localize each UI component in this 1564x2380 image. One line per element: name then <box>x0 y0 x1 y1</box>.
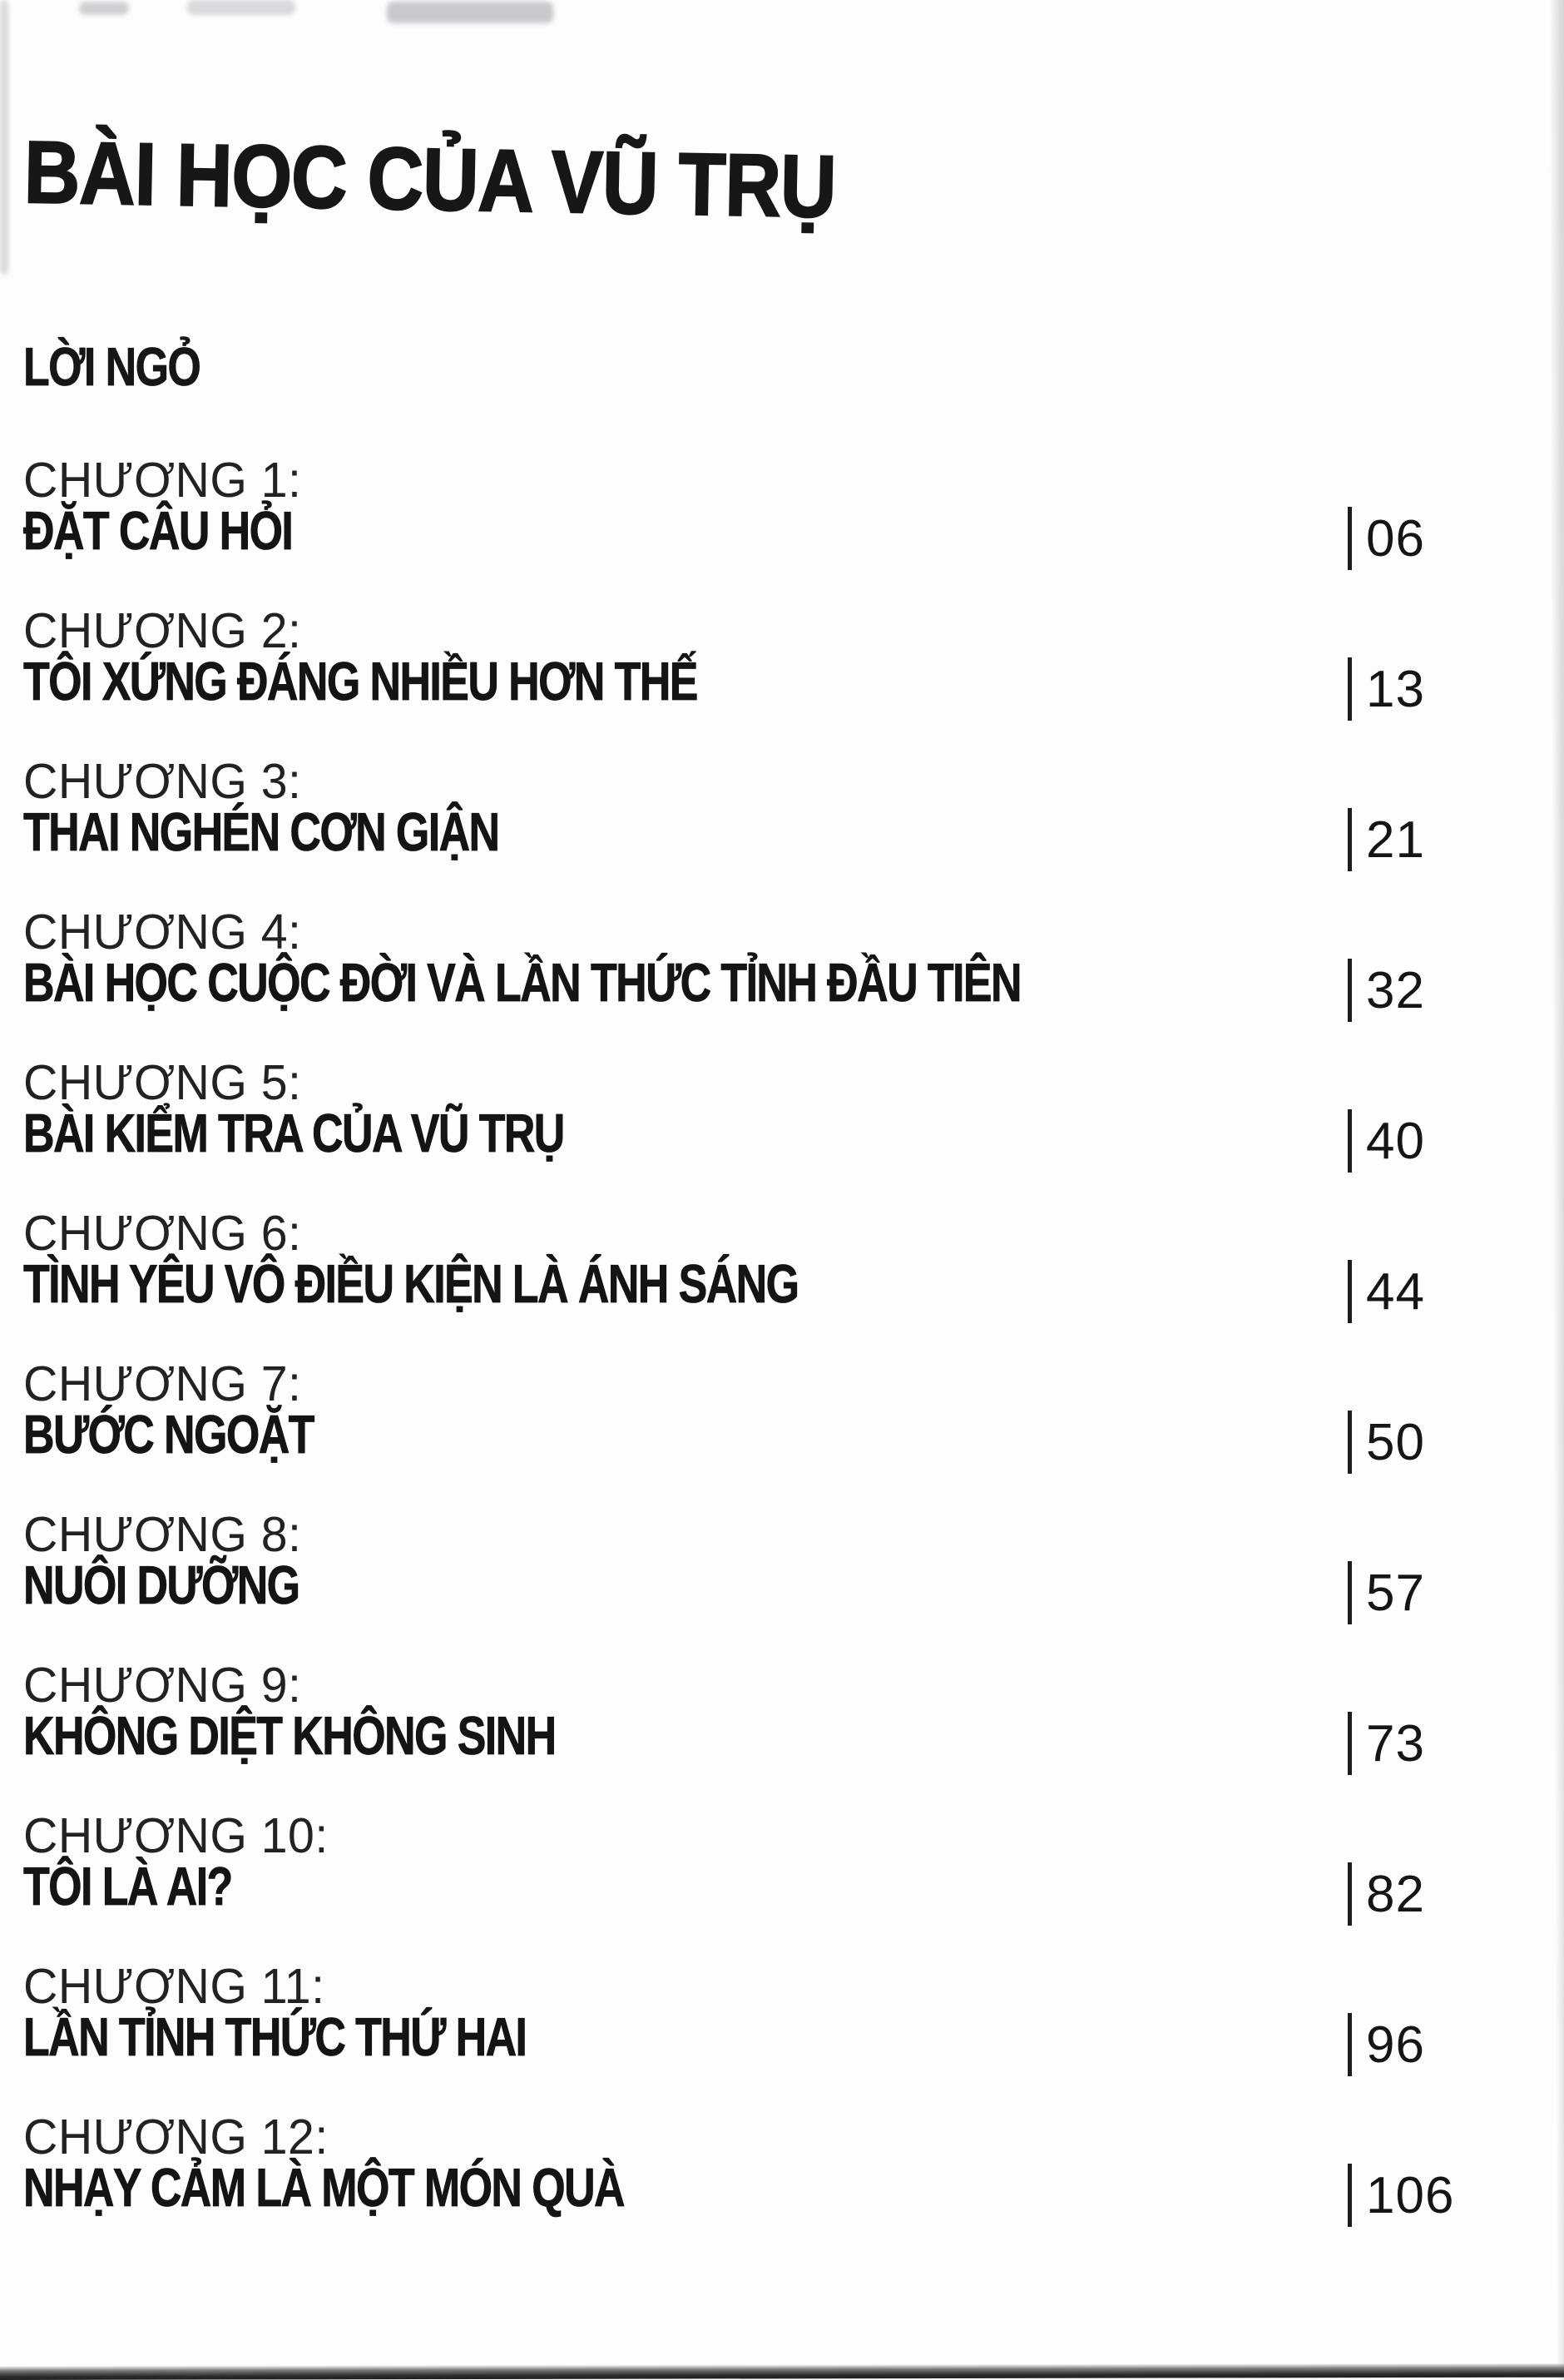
page-number: 40 <box>1366 1113 1425 1170</box>
page-number: 50 <box>1366 1414 1425 1471</box>
toc-entry: CHƯƠNG 11: LẦN TỈNH THỨC THỨ HAI 96 <box>23 1961 1564 2095</box>
chapter-label: CHƯƠNG 10: <box>23 1808 329 1863</box>
page-separator-bar <box>1348 507 1352 570</box>
page-number: 13 <box>1366 661 1425 718</box>
page-number: 44 <box>1366 1263 1425 1321</box>
chapter-label: CHƯƠNG 2: <box>23 603 302 658</box>
page-separator-bar <box>1348 1561 1352 1624</box>
toc-entry: CHƯƠNG 3: THAI NGHÉN CƠN GIẬN 21 <box>23 756 1564 890</box>
chapter-title: TÔI XỨNG ĐÁNG NHIỀU HƠN THẾ <box>23 651 699 712</box>
scan-page-edge-bottom <box>0 2363 1564 2380</box>
chapter-title: BÀI HỌC CUỘC ĐỜI VÀ LẦN THỨC TỈNH ĐẦU TI… <box>23 952 1022 1013</box>
chapter-title: BƯỚC NGOẶT <box>23 1404 315 1465</box>
toc-entry: CHƯƠNG 4: BÀI HỌC CUỘC ĐỜI VÀ LẦN THỨC T… <box>23 907 1564 1040</box>
page-separator-bar <box>1348 657 1352 721</box>
page-separator-bar <box>1348 2164 1352 2227</box>
chapter-title: NUÔI DƯỠNG <box>23 1554 301 1615</box>
page-number: 32 <box>1366 962 1425 1019</box>
page-separator-bar <box>1348 1712 1352 1775</box>
chapter-label: CHƯƠNG 12: <box>23 2110 329 2164</box>
toc-preface: LỜI NGỎ <box>23 336 202 397</box>
page-number: 57 <box>1366 1564 1425 1622</box>
page-number: 06 <box>1366 510 1425 568</box>
chapter-label: CHƯƠNG 8: <box>23 1507 302 1562</box>
toc-entry: CHƯƠNG 8: NUÔI DƯỠNG 57 <box>23 1510 1564 1643</box>
page-reference: 50 <box>1348 1411 1425 1474</box>
page-number: 21 <box>1366 811 1425 869</box>
chapter-label: CHƯƠNG 9: <box>23 1658 302 1713</box>
page-reference: 21 <box>1348 808 1425 871</box>
chapter-label: CHƯƠNG 7: <box>23 1356 302 1411</box>
page-number: 96 <box>1366 2016 1425 2074</box>
page-reference: 96 <box>1348 2013 1425 2076</box>
scan-artifact-smudge <box>0 0 8 275</box>
page-reference: 32 <box>1348 959 1425 1022</box>
toc-entry: CHƯƠNG 1: ĐẶT CÂU HỎI 06 <box>23 455 1564 588</box>
chapter-label: CHƯƠNG 3: <box>23 754 302 809</box>
page-separator-bar <box>1348 959 1352 1022</box>
page-reference: 82 <box>1348 1862 1425 1926</box>
page-reference: 57 <box>1348 1561 1425 1624</box>
page-separator-bar <box>1348 808 1352 871</box>
page-separator-bar <box>1348 1109 1352 1173</box>
chapter-title: TÔI LÀ AI? <box>23 1856 234 1916</box>
chapter-title: LẦN TỈNH THỨC THỨ HAI <box>23 2006 528 2067</box>
chapter-title: NHẠY CẢM LÀ MỘT MÓN QUÀ <box>23 2157 626 2218</box>
page-reference: 106 <box>1348 2164 1454 2227</box>
chapter-label: CHƯƠNG 1: <box>23 453 302 508</box>
page-reference: 44 <box>1348 1260 1425 1323</box>
chapter-title: ĐẶT CÂU HỎI <box>23 500 294 561</box>
toc-entry: CHƯƠNG 5: BÀI KIỂM TRA CỦA VŨ TRỤ 40 <box>23 1058 1564 1191</box>
toc-entry: CHƯƠNG 10: TÔI LÀ AI? 82 <box>23 1811 1564 1944</box>
page-reference: 06 <box>1348 507 1425 570</box>
toc-entry: CHƯƠNG 2: TÔI XỨNG ĐÁNG NHIỀU HƠN THẾ 13 <box>23 606 1564 739</box>
page-number: 106 <box>1366 2167 1455 2224</box>
scan-artifact-smudge <box>79 2 129 15</box>
page-separator-bar <box>1348 1411 1352 1474</box>
toc-entry: CHƯƠNG 6: TÌNH YÊU VÔ ĐIỀU KIỆN LÀ ÁNH S… <box>23 1208 1564 1341</box>
page-reference: 40 <box>1348 1109 1425 1173</box>
page-number: 73 <box>1366 1715 1425 1773</box>
chapter-label: CHƯƠNG 5: <box>23 1055 302 1110</box>
scan-artifact-smudge <box>187 0 295 15</box>
page-separator-bar <box>1348 1862 1352 1926</box>
scan-artifact-smudge <box>387 2 553 23</box>
page-reference: 13 <box>1348 657 1425 721</box>
chapter-title: KHÔNG DIỆT KHÔNG SINH <box>23 1705 557 1766</box>
chapter-title: THAI NGHÉN CƠN GIẬN <box>23 801 501 862</box>
toc-entry: CHƯƠNG 9: KHÔNG DIỆT KHÔNG SINH 73 <box>23 1660 1564 1793</box>
chapter-title: TÌNH YÊU VÔ ĐIỀU KIỆN LÀ ÁNH SÁNG <box>23 1253 800 1314</box>
page-reference: 73 <box>1348 1712 1425 1775</box>
chapter-label: CHƯƠNG 6: <box>23 1206 302 1261</box>
page-separator-bar <box>1348 2013 1352 2076</box>
chapter-label: CHƯƠNG 11: <box>23 1959 325 2014</box>
chapter-label: CHƯƠNG 4: <box>23 905 302 959</box>
toc-entry: CHƯƠNG 12: NHẠY CẢM LÀ MỘT MÓN QUÀ 106 <box>23 2112 1564 2245</box>
page-separator-bar <box>1348 1260 1352 1323</box>
toc-entry: CHƯƠNG 7: BƯỚC NGOẶT 50 <box>23 1359 1564 1492</box>
chapter-title: BÀI KIỂM TRA CỦA VŨ TRỤ <box>23 1103 566 1163</box>
page-number: 82 <box>1366 1866 1425 1923</box>
